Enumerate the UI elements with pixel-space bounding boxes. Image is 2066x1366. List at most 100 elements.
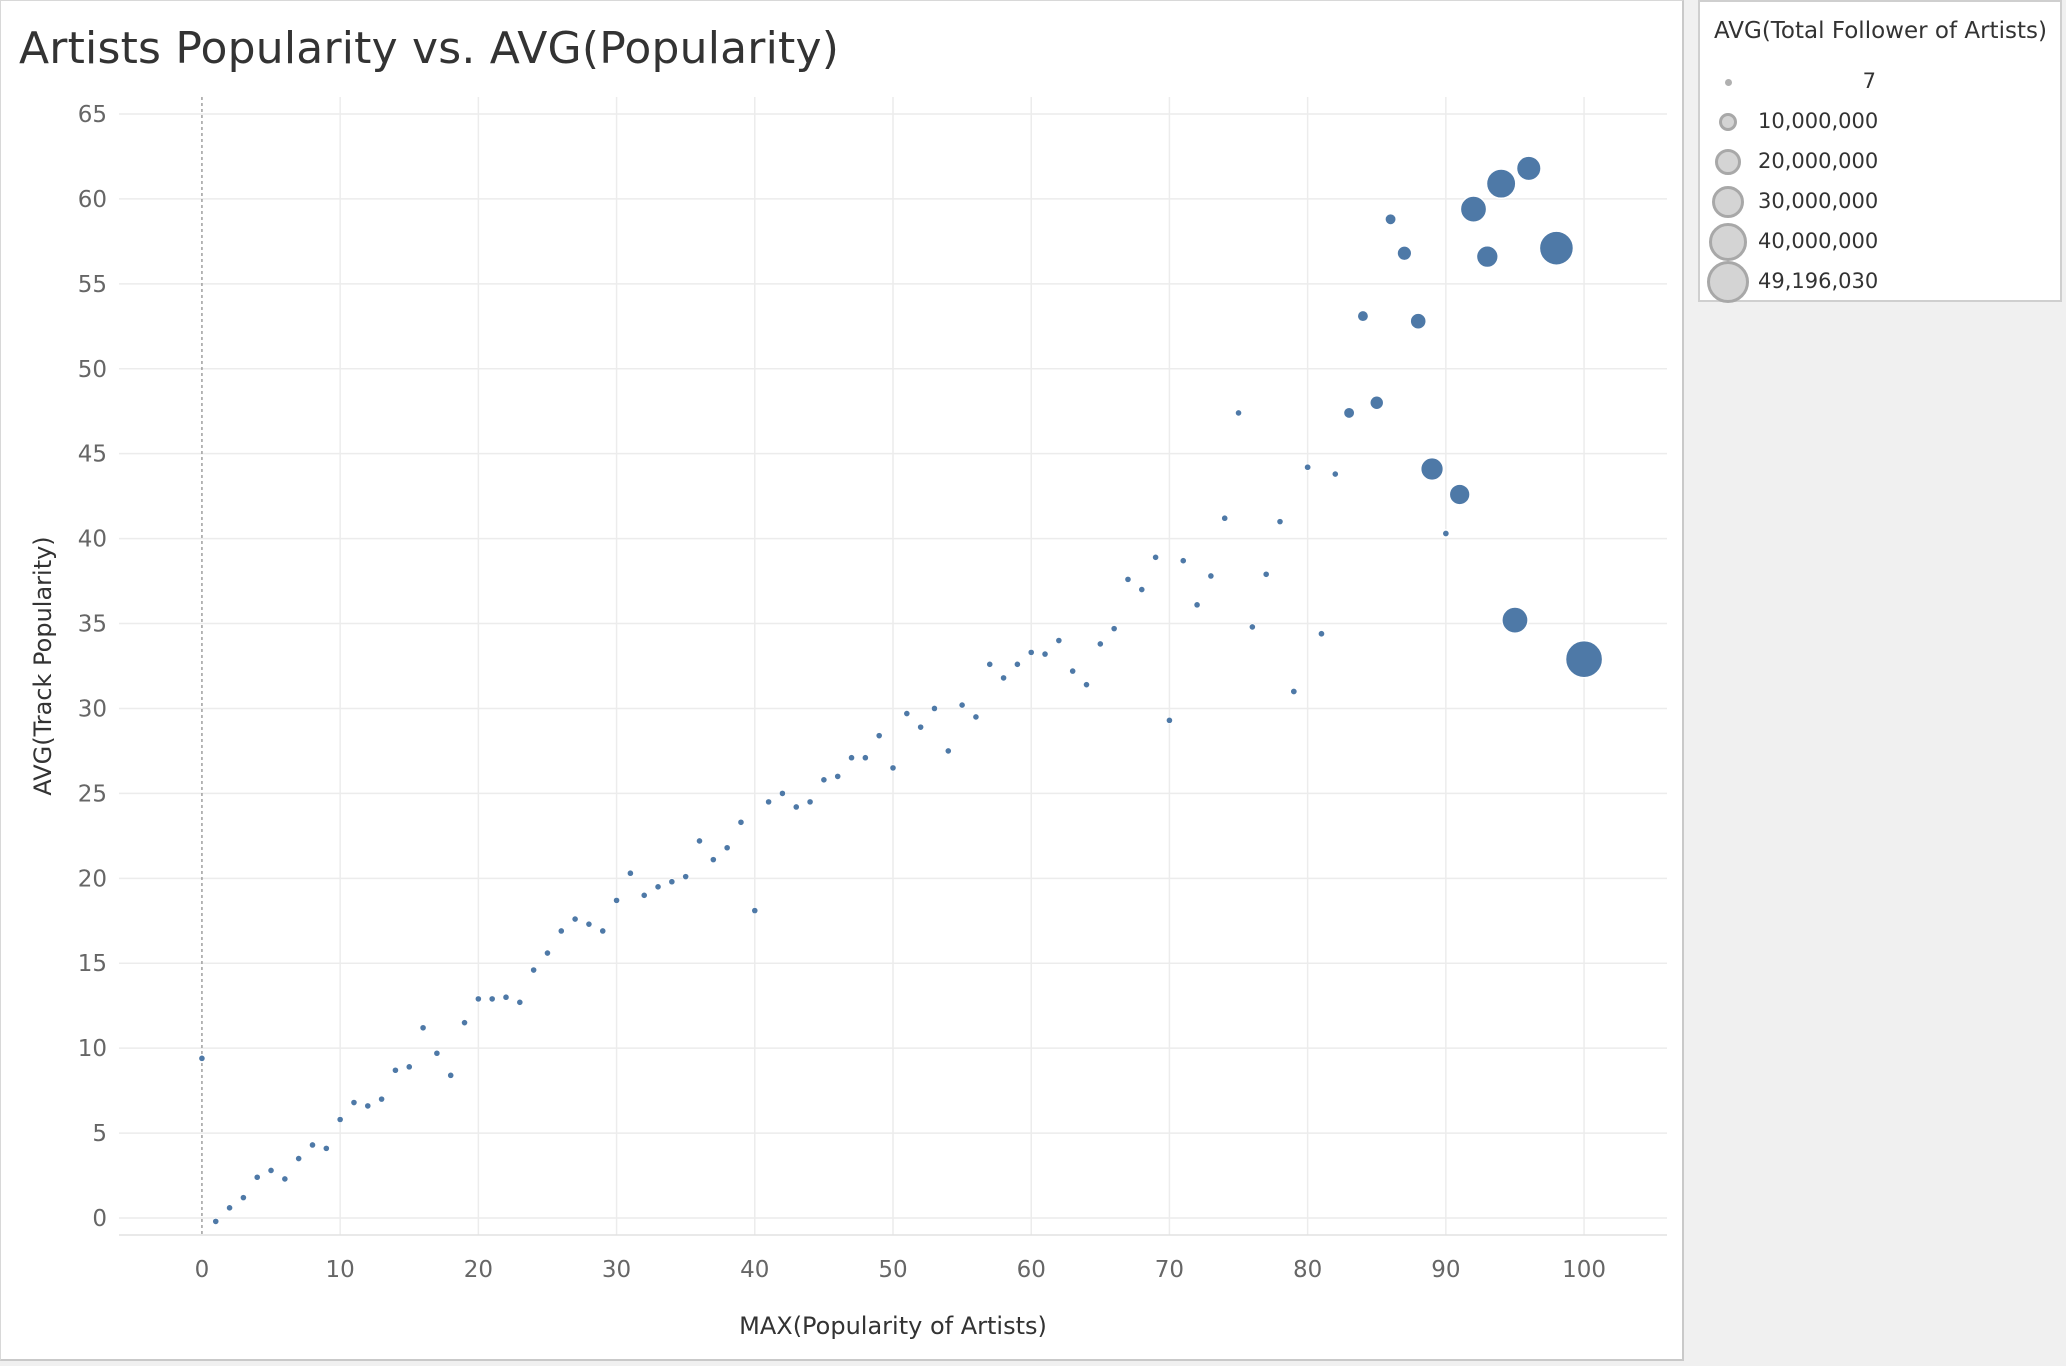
data-point[interactable] <box>1124 575 1132 583</box>
data-point[interactable] <box>267 1166 275 1175</box>
data-point[interactable] <box>1055 636 1063 645</box>
data-point[interactable] <box>350 1098 358 1107</box>
data-point[interactable] <box>972 713 980 721</box>
data-point[interactable] <box>378 1095 386 1103</box>
data-point[interactable] <box>1027 648 1035 657</box>
data-point[interactable] <box>1276 518 1284 526</box>
data-point[interactable] <box>778 789 787 797</box>
data-point[interactable] <box>1248 623 1256 631</box>
data-point[interactable] <box>1356 309 1370 323</box>
data-point[interactable] <box>336 1115 344 1124</box>
data-point[interactable] <box>474 995 482 1003</box>
size-legend[interactable]: AVG(Total Follower of Artists) 7 10,000,0… <box>1698 0 2062 303</box>
data-point[interactable] <box>709 856 717 864</box>
data-point[interactable] <box>599 927 607 935</box>
data-point[interactable] <box>1317 629 1326 639</box>
data-point[interactable] <box>1193 601 1201 609</box>
data-point[interactable] <box>1290 687 1298 696</box>
data-point[interactable] <box>1041 650 1049 658</box>
data-point[interactable] <box>806 798 814 806</box>
data-point[interactable] <box>1207 572 1215 580</box>
data-point[interactable] <box>737 818 745 826</box>
data-point[interactable] <box>889 764 897 772</box>
data-point[interactable] <box>225 1204 234 1212</box>
data-point[interactable] <box>695 837 704 845</box>
data-point[interactable] <box>1303 463 1312 471</box>
data-point[interactable] <box>433 1049 441 1057</box>
data-point[interactable] <box>1234 409 1243 417</box>
data-point[interactable] <box>322 1144 330 1152</box>
data-point[interactable] <box>1152 553 1160 561</box>
data-point[interactable] <box>1448 483 1471 506</box>
data-point[interactable] <box>281 1175 289 1183</box>
data-point[interactable] <box>585 920 593 928</box>
data-point[interactable] <box>654 883 662 891</box>
data-point[interactable] <box>861 754 869 762</box>
data-point[interactable] <box>847 754 856 762</box>
data-point[interactable] <box>903 709 911 718</box>
data-point[interactable] <box>502 993 510 1001</box>
data-point[interactable] <box>1564 639 1604 679</box>
data-point[interactable] <box>930 704 939 713</box>
data-point[interactable] <box>571 915 579 923</box>
data-point[interactable] <box>1096 640 1104 648</box>
data-point[interactable] <box>1515 155 1542 182</box>
data-point[interactable] <box>875 732 883 740</box>
data-point[interactable] <box>917 723 925 731</box>
data-point[interactable] <box>723 844 731 852</box>
data-points[interactable] <box>198 155 1604 1226</box>
data-point[interactable] <box>308 1141 317 1149</box>
data-point[interactable] <box>682 873 690 881</box>
data-point[interactable] <box>999 674 1008 682</box>
data-point[interactable] <box>516 998 524 1006</box>
data-point[interactable] <box>1538 230 1575 266</box>
data-point[interactable] <box>1082 681 1091 689</box>
data-point[interactable] <box>1485 168 1517 200</box>
data-point[interactable] <box>986 660 994 668</box>
data-point[interactable] <box>1013 660 1021 668</box>
data-point[interactable] <box>668 878 676 886</box>
data-point[interactable] <box>405 1063 413 1071</box>
data-point[interactable] <box>419 1024 427 1032</box>
data-point[interactable] <box>1331 470 1339 478</box>
data-point[interactable] <box>198 1054 206 1062</box>
data-point[interactable] <box>253 1173 261 1181</box>
data-point[interactable] <box>364 1102 372 1110</box>
data-point[interactable] <box>239 1194 247 1202</box>
data-point[interactable] <box>1069 667 1077 675</box>
data-point[interactable] <box>1396 245 1413 262</box>
data-point[interactable] <box>626 869 634 877</box>
data-point[interactable] <box>557 927 565 935</box>
data-point[interactable] <box>1179 557 1187 565</box>
data-point[interactable] <box>640 891 648 899</box>
data-point[interactable] <box>820 776 828 784</box>
data-point[interactable] <box>543 949 552 957</box>
data-point[interactable] <box>1419 456 1445 482</box>
data-point[interactable] <box>765 798 773 806</box>
data-point[interactable] <box>1475 245 1499 269</box>
data-point[interactable] <box>958 701 966 709</box>
data-point[interactable] <box>1369 395 1385 411</box>
data-point[interactable] <box>212 1217 220 1226</box>
data-point[interactable] <box>1501 606 1529 635</box>
data-point[interactable] <box>1110 625 1118 633</box>
data-point[interactable] <box>792 803 800 811</box>
data-point[interactable] <box>460 1019 469 1027</box>
data-point[interactable] <box>447 1071 455 1079</box>
data-point[interactable] <box>1459 195 1488 223</box>
data-point[interactable] <box>1262 570 1270 578</box>
data-point[interactable] <box>612 896 621 904</box>
data-point[interactable] <box>1384 212 1398 226</box>
data-point[interactable] <box>834 772 842 781</box>
data-point[interactable] <box>1165 716 1174 724</box>
data-point[interactable] <box>1221 514 1229 522</box>
data-point[interactable] <box>488 995 496 1003</box>
data-point[interactable] <box>1441 529 1451 538</box>
data-point[interactable] <box>1409 312 1427 330</box>
data-point[interactable] <box>751 906 759 915</box>
data-point[interactable] <box>1138 585 1146 594</box>
data-point[interactable] <box>295 1154 303 1163</box>
scatter-plot[interactable]: 0 5 10 15 20 25 30 35 40 45 50 55 60 65 0 10 20 30 40 50 60 7… <box>1 1 1685 1362</box>
data-point[interactable] <box>1342 406 1356 420</box>
data-point[interactable] <box>391 1066 400 1074</box>
